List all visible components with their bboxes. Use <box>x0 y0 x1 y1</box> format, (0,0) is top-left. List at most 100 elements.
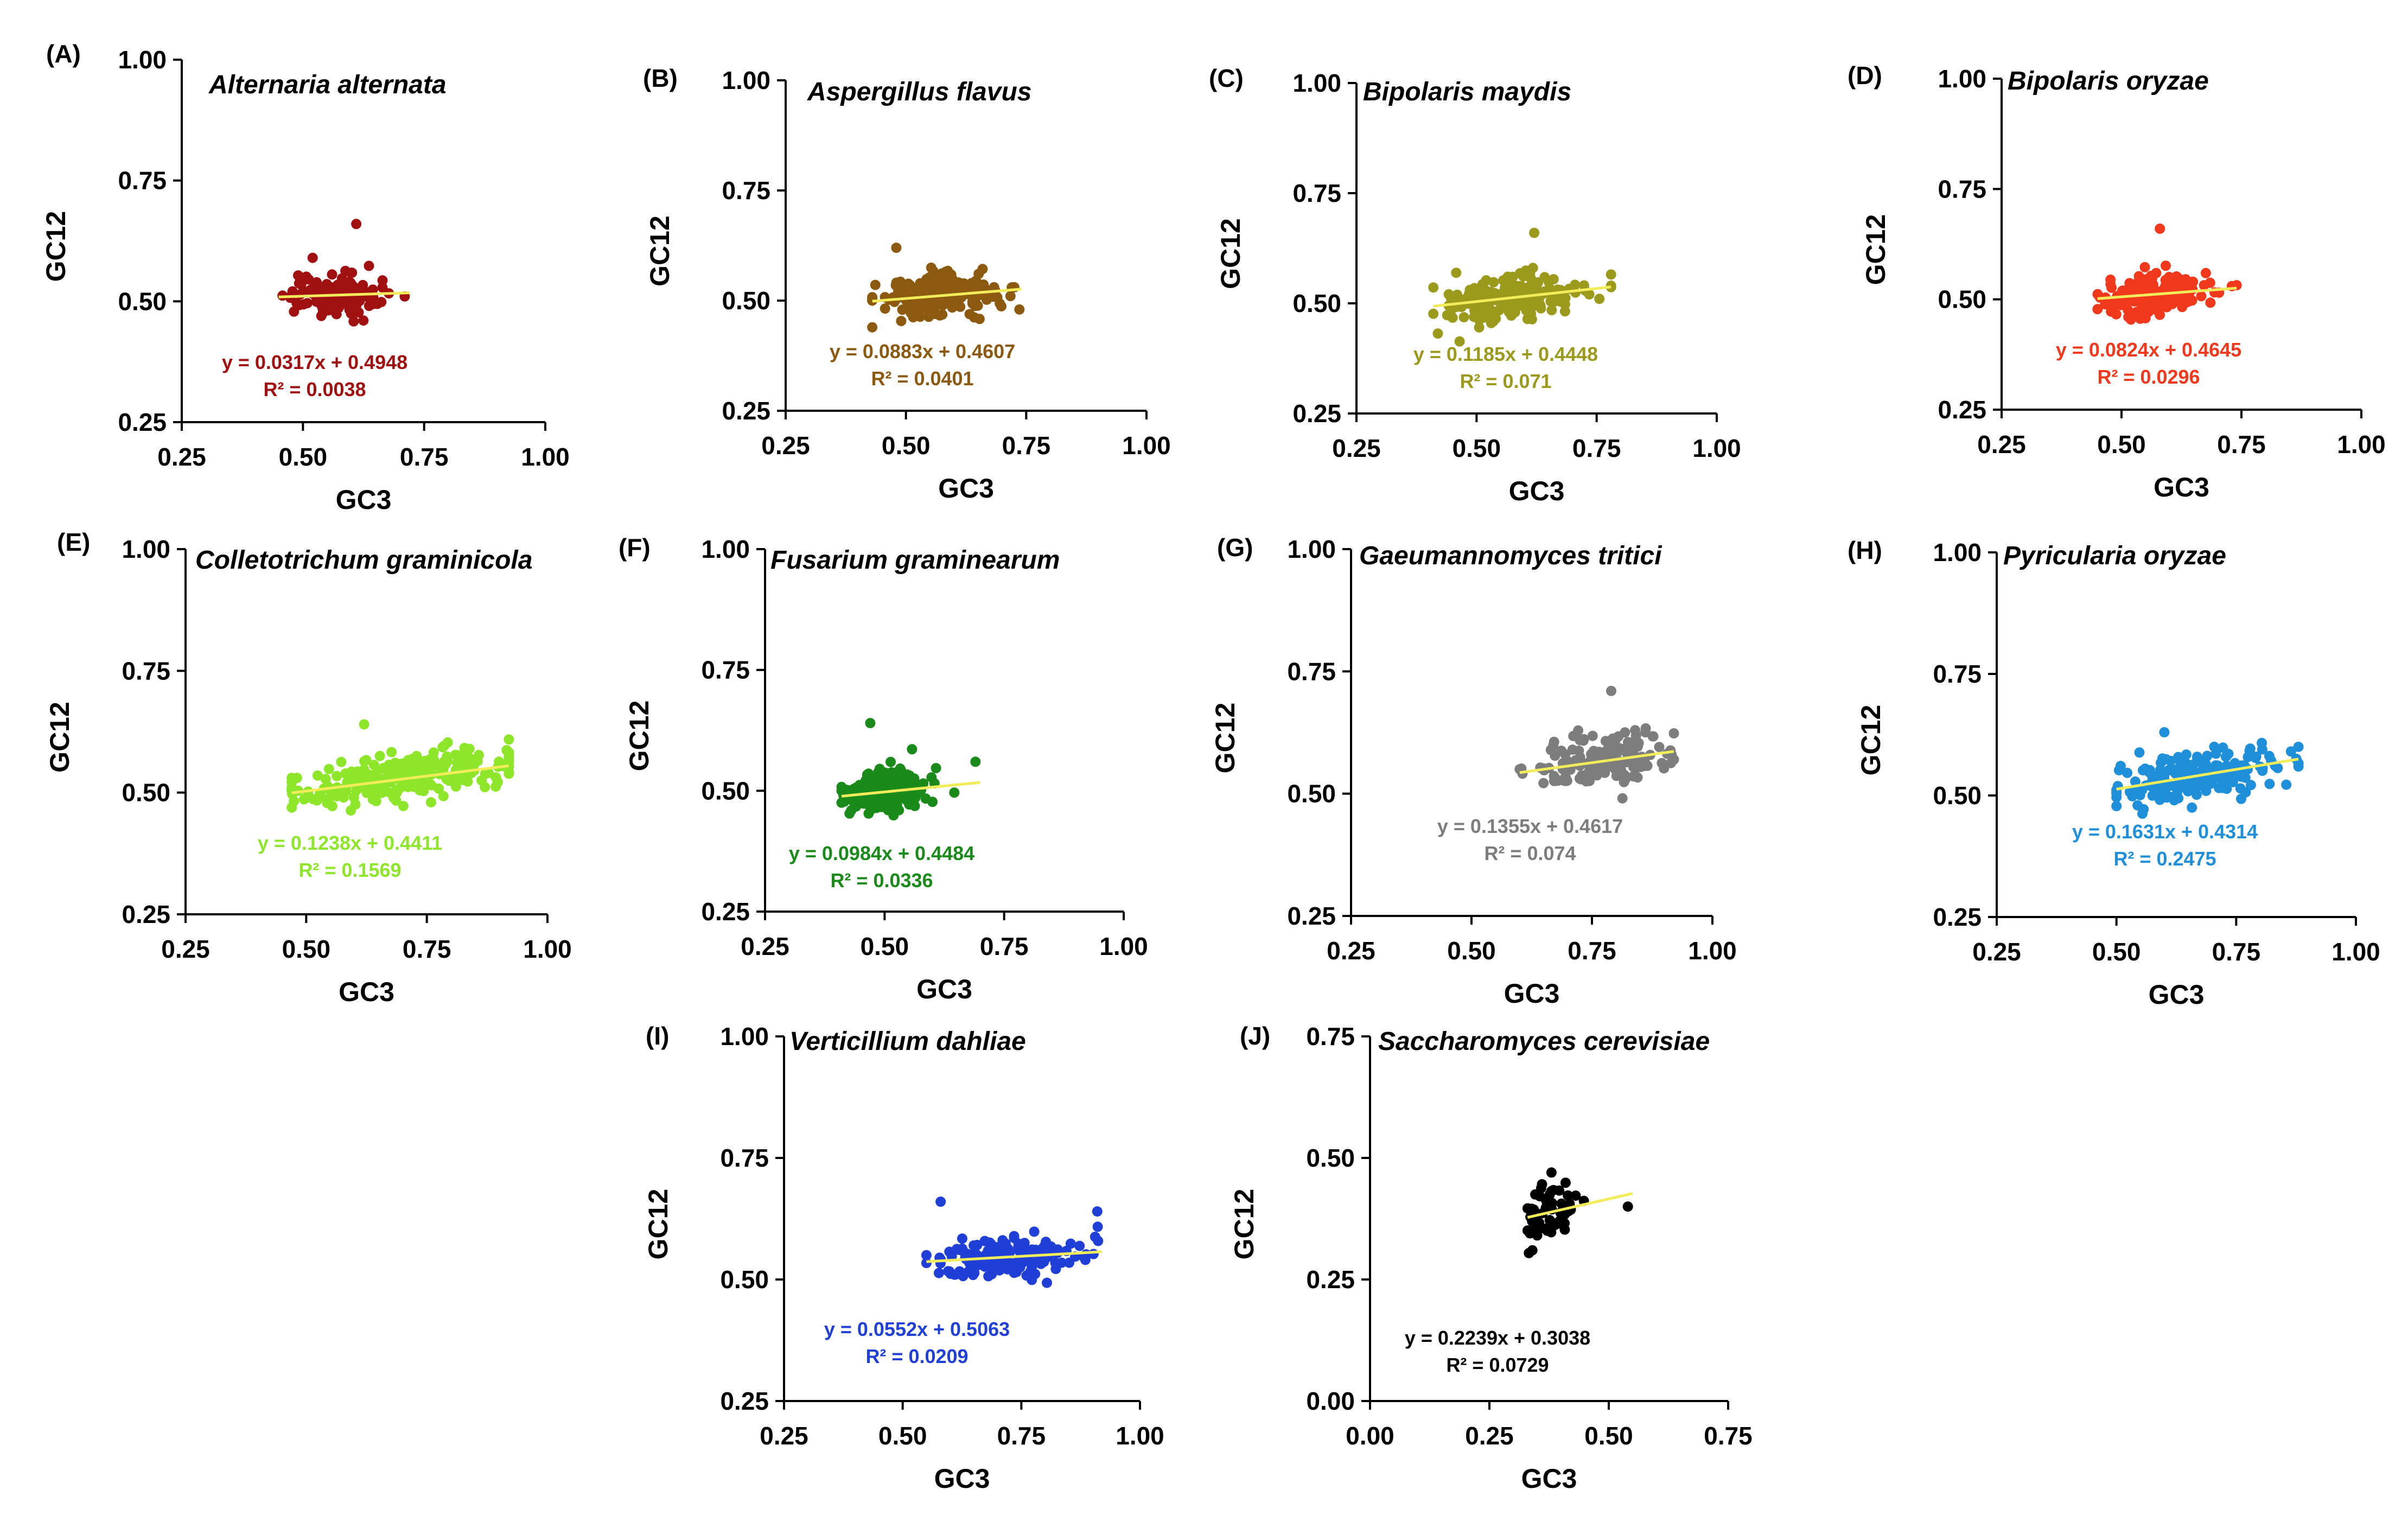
data-point <box>969 1268 980 1278</box>
x-tick-label: 0.25 <box>761 431 810 460</box>
data-point <box>1614 758 1625 769</box>
x-tick-label: 0.25 <box>1972 938 2021 966</box>
x-tick-label: 0.75 <box>1568 937 1616 965</box>
x-tick-label: 1.00 <box>1116 1422 1164 1450</box>
chart-panel-h: (H) Pyricularia oryzae 0.25 0.50 0.75 1.00 0.2… <box>1848 536 2380 1010</box>
x-axis-title: GC3 <box>1504 978 1560 1009</box>
data-point <box>2210 748 2221 759</box>
data-point <box>326 294 336 305</box>
data-point <box>2161 260 2171 271</box>
data-point <box>1606 269 1616 280</box>
y-axis-title: GC12 <box>44 702 75 773</box>
data-point <box>1546 1167 1557 1178</box>
panel-label: (H) <box>1848 536 1882 564</box>
chart-title: Bipolaris maydis <box>1363 78 1571 106</box>
data-point <box>2100 299 2111 310</box>
data-point <box>2192 790 2202 800</box>
data-point <box>1474 322 1485 333</box>
data-point <box>2163 765 2174 776</box>
data-point <box>935 1196 946 1207</box>
data-point <box>1042 1277 1052 1288</box>
data-point <box>364 260 374 271</box>
data-point <box>464 743 475 754</box>
r-squared: R² = 0.0038 <box>263 378 366 400</box>
data-point <box>1554 1185 1565 1196</box>
data-point <box>2111 792 2122 803</box>
data-point <box>2181 749 2192 760</box>
data-point <box>359 719 370 730</box>
y-tick-label: 0.75 <box>1933 660 1982 688</box>
data-point <box>307 252 318 263</box>
x-tick-label: 0.25 <box>760 1422 808 1450</box>
data-point <box>1632 741 1643 752</box>
x-tick-label: 0.75 <box>400 443 449 471</box>
data-point <box>403 755 413 766</box>
y-axis-title: GC12 <box>1215 218 1246 289</box>
y-tick-label: 1.00 <box>1938 65 1986 93</box>
data-point <box>1003 1244 1014 1255</box>
data-point <box>2111 801 2122 812</box>
data-point <box>2184 277 2194 287</box>
y-tick-label: 0.50 <box>1287 780 1336 808</box>
x-tick-label: 0.75 <box>2212 938 2261 966</box>
chart-title: Bipolaris oryzae <box>2008 67 2209 96</box>
x-tick-label: 1.00 <box>2337 430 2386 459</box>
data-point <box>1065 1238 1076 1249</box>
data-point <box>2165 792 2176 802</box>
x-tick-label: 0.50 <box>861 932 909 960</box>
data-point <box>2115 761 2126 772</box>
x-axis-title: GC3 <box>1521 1463 1577 1494</box>
data-point <box>836 781 847 792</box>
x-tick-label: 0.50 <box>282 935 331 963</box>
panel-label: (B) <box>643 64 678 92</box>
trendline <box>872 288 1022 303</box>
data-point <box>1578 280 1589 291</box>
data-point <box>2240 772 2251 783</box>
chart-panel-g: (G) Gaeumannomyces tritici 0.25 0.50 0.75 1.0… <box>1210 533 1737 1009</box>
x-tick-label: 0.50 <box>878 1422 927 1450</box>
x-tick-label: 0.00 <box>1346 1422 1394 1450</box>
data-point <box>2092 289 2103 300</box>
x-tick-label: 1.00 <box>1688 937 1737 965</box>
trendline-equation: y = 0.1631x + 0.4314 <box>2072 820 2258 843</box>
data-point <box>1451 268 1462 278</box>
data-point <box>2161 302 2172 313</box>
scatter-points <box>1514 685 1679 804</box>
x-axis-title: GC3 <box>934 1463 990 1494</box>
data-point <box>2165 294 2176 305</box>
data-point <box>438 791 449 801</box>
data-point <box>2218 742 2228 753</box>
data-point <box>1504 275 1515 285</box>
data-point <box>428 747 439 758</box>
data-point <box>1539 272 1550 283</box>
y-tick-label: 0.25 <box>1933 903 1982 931</box>
data-point <box>352 766 363 777</box>
data-point <box>298 299 309 310</box>
data-point <box>2105 275 2116 285</box>
data-point <box>921 274 932 284</box>
data-point <box>1640 727 1651 738</box>
x-tick-label: 0.75 <box>1704 1422 1753 1450</box>
data-point <box>2144 767 2155 778</box>
data-point <box>921 1250 932 1260</box>
data-point <box>875 774 886 785</box>
data-point <box>2133 271 2144 282</box>
y-tick-label: 0.75 <box>720 1144 769 1172</box>
data-point <box>2139 308 2150 319</box>
data-point <box>2132 800 2143 811</box>
data-point <box>286 782 297 793</box>
panel-label: (G) <box>1217 533 1253 562</box>
data-point <box>865 798 876 808</box>
panel-label: (E) <box>57 528 90 556</box>
chart-title: Alternaria alternata <box>208 71 447 99</box>
panel-label: (I) <box>646 1022 669 1050</box>
data-point <box>897 777 908 788</box>
data-point <box>1081 1249 1092 1260</box>
data-point <box>2272 763 2283 773</box>
data-point <box>336 756 347 767</box>
data-point <box>1611 771 1622 781</box>
data-point <box>2285 746 2296 757</box>
x-tick-label: 1.00 <box>523 935 572 963</box>
data-point <box>1532 1230 1543 1241</box>
y-tick-label: 1.00 <box>122 535 170 563</box>
